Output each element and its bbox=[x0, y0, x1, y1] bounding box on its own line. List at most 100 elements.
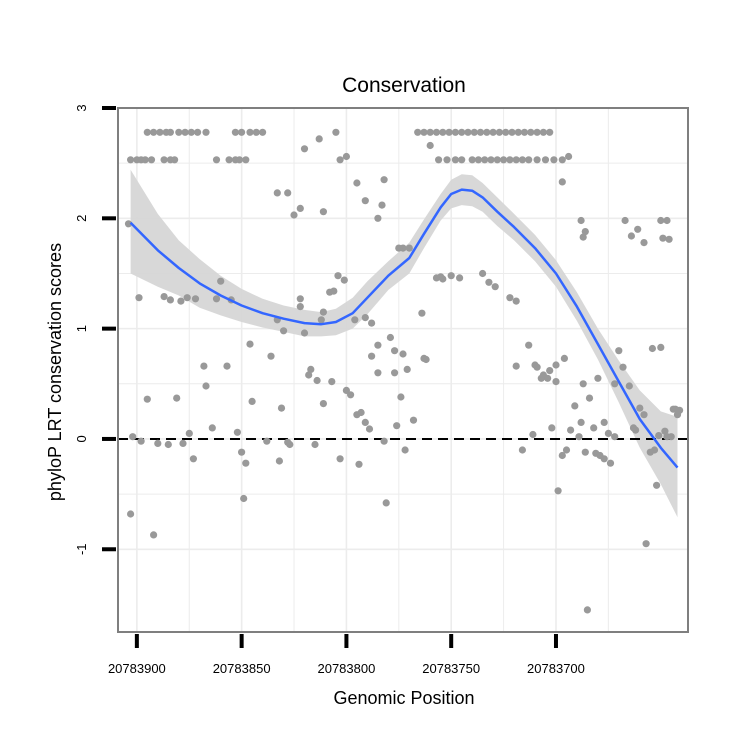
data-point bbox=[248, 397, 256, 405]
data-point bbox=[520, 128, 529, 136]
data-point bbox=[541, 156, 550, 164]
data-point bbox=[246, 340, 254, 348]
data-point bbox=[361, 314, 369, 322]
data-point bbox=[571, 402, 579, 410]
data-point bbox=[340, 276, 348, 284]
x-tick-label: 20783850 bbox=[213, 661, 271, 676]
data-point bbox=[432, 128, 441, 136]
data-point bbox=[286, 440, 294, 449]
data-point bbox=[533, 156, 541, 164]
data-point bbox=[212, 156, 221, 164]
data-point bbox=[380, 176, 388, 184]
data-point bbox=[443, 156, 451, 164]
data-point bbox=[418, 309, 426, 317]
data-point bbox=[550, 156, 558, 164]
x-tick-label: 20783800 bbox=[317, 661, 375, 676]
plot-frame bbox=[117, 107, 689, 633]
data-point bbox=[181, 128, 189, 136]
data-point bbox=[129, 433, 137, 441]
data-point bbox=[600, 418, 608, 426]
data-point bbox=[642, 540, 650, 548]
data-point bbox=[495, 128, 503, 136]
x-axis-label: Genomic Position bbox=[333, 688, 474, 708]
data-point bbox=[368, 352, 376, 360]
data-point bbox=[657, 216, 665, 225]
data-point bbox=[544, 374, 552, 382]
data-point bbox=[347, 391, 355, 399]
x-tick-label: 20783700 bbox=[527, 661, 585, 676]
data-point bbox=[166, 296, 174, 304]
y-tick-label: 2 bbox=[74, 215, 89, 222]
data-point bbox=[546, 367, 554, 375]
data-point bbox=[374, 369, 382, 377]
data-point bbox=[330, 287, 338, 295]
data-point bbox=[160, 156, 168, 164]
y-tick-label: -1 bbox=[74, 543, 89, 555]
data-point bbox=[489, 128, 497, 136]
data-point bbox=[506, 156, 514, 164]
data-point bbox=[334, 272, 342, 280]
data-point bbox=[380, 437, 388, 445]
data-point bbox=[546, 128, 554, 136]
data-point bbox=[476, 128, 485, 136]
data-point bbox=[525, 341, 533, 349]
data-point bbox=[401, 446, 409, 454]
data-point bbox=[447, 272, 455, 280]
data-point bbox=[124, 220, 133, 228]
data-point bbox=[300, 329, 309, 337]
data-point bbox=[655, 432, 663, 440]
data-point bbox=[558, 178, 566, 186]
data-point bbox=[319, 308, 327, 316]
data-point bbox=[426, 141, 434, 150]
data-point bbox=[451, 156, 459, 164]
y-tick-label: 0 bbox=[74, 435, 89, 442]
data-point bbox=[621, 216, 629, 225]
data-point bbox=[395, 244, 403, 252]
data-point bbox=[414, 128, 422, 136]
data-point bbox=[179, 439, 187, 447]
data-point bbox=[558, 156, 566, 164]
data-point bbox=[552, 361, 560, 369]
data-point bbox=[653, 481, 661, 489]
data-point bbox=[594, 374, 602, 382]
data-point bbox=[491, 283, 499, 291]
data-point bbox=[539, 128, 548, 136]
data-point bbox=[500, 156, 508, 164]
data-point bbox=[296, 303, 304, 311]
data-point bbox=[240, 494, 248, 503]
data-point bbox=[141, 156, 149, 164]
data-point bbox=[604, 429, 613, 437]
data-point bbox=[137, 437, 145, 445]
data-point bbox=[474, 156, 482, 164]
data-point bbox=[577, 216, 585, 225]
data-point bbox=[208, 424, 216, 432]
data-point bbox=[217, 277, 225, 285]
data-point bbox=[135, 294, 143, 302]
data-point bbox=[342, 152, 350, 161]
data-point bbox=[451, 128, 459, 136]
data-point bbox=[382, 499, 390, 507]
data-point bbox=[296, 204, 304, 212]
data-point bbox=[319, 400, 327, 408]
data-point bbox=[518, 446, 527, 454]
data-point bbox=[636, 404, 644, 412]
data-point bbox=[202, 128, 210, 136]
data-point bbox=[579, 233, 587, 241]
data-point bbox=[200, 362, 208, 370]
data-point bbox=[391, 347, 399, 355]
data-point bbox=[332, 128, 340, 136]
data-point bbox=[487, 156, 495, 164]
smooth-line-layer bbox=[129, 188, 679, 469]
data-point bbox=[353, 179, 361, 187]
data-point bbox=[212, 295, 221, 303]
data-point bbox=[171, 156, 179, 164]
data-point bbox=[615, 347, 623, 355]
data-point bbox=[512, 362, 520, 370]
data-point bbox=[458, 128, 466, 136]
data-point bbox=[150, 128, 158, 136]
data-point bbox=[640, 411, 648, 419]
data-point bbox=[361, 418, 369, 426]
data-point bbox=[361, 197, 369, 205]
data-point bbox=[512, 297, 520, 305]
